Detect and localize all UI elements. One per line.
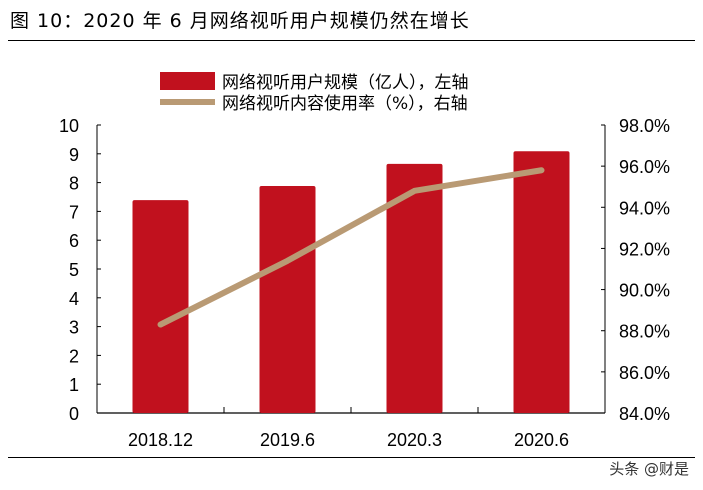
top-rule	[8, 40, 695, 41]
left-tick-label: 10	[59, 116, 79, 136]
left-tick-label: 8	[69, 174, 79, 194]
right-tick-label: 90.0%	[619, 281, 670, 301]
x-tick-label: 2019.6	[260, 430, 315, 450]
x-tick-label: 2018.12	[128, 430, 193, 450]
right-tick-label: 94.0%	[619, 198, 670, 218]
legend-line-label: 网络视听内容使用率（%），右轴	[222, 93, 468, 114]
right-tick-label: 84.0%	[619, 404, 670, 424]
bar-2018.12	[132, 200, 189, 413]
figure-title: 图 10：2020 年 6 月网络视听用户规模仍然在增长	[10, 10, 470, 32]
left-tick-label: 1	[69, 375, 79, 395]
bar-2020.6	[513, 151, 570, 413]
x-tick-label: 2020.6	[514, 430, 569, 450]
left-tick-label: 4	[69, 289, 79, 309]
right-tick-label: 96.0%	[619, 157, 670, 177]
bar-2019.6	[259, 186, 316, 413]
left-tick-label: 2	[69, 346, 79, 366]
legend-bar-swatch	[160, 72, 215, 90]
left-tick-label: 5	[69, 260, 79, 280]
left-tick-label: 9	[69, 145, 79, 165]
x-tick-label: 2020.3	[387, 430, 442, 450]
bar-2020.3	[386, 163, 443, 413]
right-tick-label: 92.0%	[619, 239, 670, 259]
left-tick-label: 3	[69, 318, 79, 338]
right-tick-label: 88.0%	[619, 322, 670, 342]
usage-rate-line	[157, 167, 545, 328]
right-tick-label: 86.0%	[619, 363, 670, 383]
left-tick-label: 0	[69, 404, 79, 424]
bottom-rule	[8, 457, 695, 458]
left-tick-label: 6	[69, 231, 79, 251]
right-tick-label: 98.0%	[619, 116, 670, 136]
left-tick-label: 7	[69, 202, 79, 222]
legend-bar-label: 网络视听用户规模（亿人），左轴	[222, 73, 469, 93]
watermark: 头条 @财是	[609, 460, 689, 478]
